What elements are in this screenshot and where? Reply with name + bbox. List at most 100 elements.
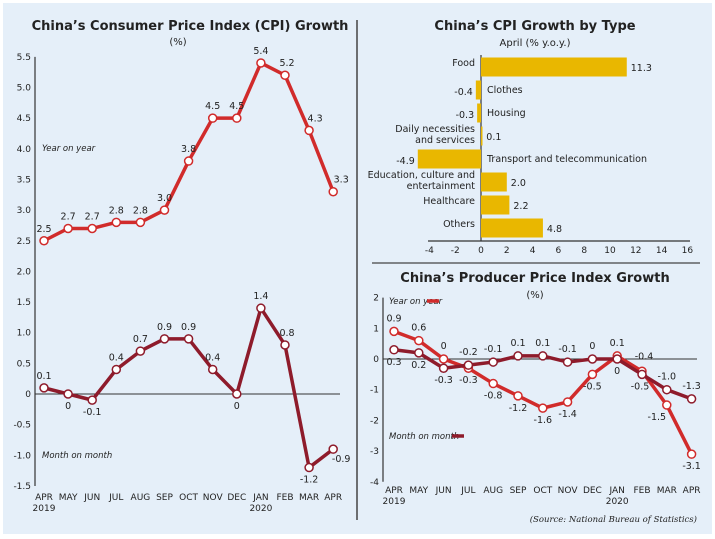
x-tick-label: JAN — [609, 486, 625, 496]
data-point — [207, 364, 218, 375]
data-point — [463, 360, 474, 370]
data-point — [183, 156, 194, 166]
category-label: Education, culture and entertainment — [368, 170, 476, 192]
data-label: 0.2 — [411, 360, 426, 371]
data-label: -1.3 — [682, 381, 701, 392]
bar — [481, 218, 543, 238]
x-tick-label: 10 — [604, 246, 616, 256]
data-label: 0.9 — [157, 322, 172, 333]
data-label: -0.1 — [558, 344, 577, 355]
x-tick-label: 8 — [581, 246, 587, 256]
y-tick-label: 5.5 — [17, 53, 31, 63]
data-point — [662, 400, 672, 410]
data-point — [488, 378, 498, 389]
x-tick-label: 16 — [682, 246, 694, 256]
year-label: 2019 — [33, 504, 56, 514]
data-point — [87, 223, 97, 234]
y-tick-label: 1.0 — [17, 329, 32, 339]
data-label: 2.5 — [36, 224, 51, 235]
data-point — [111, 364, 122, 375]
y-tick-label: 0.5 — [17, 359, 31, 369]
x-tick-label: 2 — [504, 246, 510, 256]
data-point — [207, 113, 218, 123]
data-label: 5.2 — [279, 58, 294, 69]
data-label: 2.8 — [109, 205, 124, 216]
bar-value-label: 0.1 — [486, 132, 501, 143]
data-point — [183, 334, 194, 344]
y-tick-label: -1.5 — [13, 482, 31, 492]
legend-label: Month on month — [42, 451, 112, 461]
data-label: 0.8 — [279, 328, 294, 339]
x-tick-label: FEB — [633, 486, 650, 496]
data-point — [328, 444, 338, 454]
category-label: Transport and telecommunication — [486, 154, 647, 165]
cpi-type-title: China’s CPI Growth by Type — [434, 19, 635, 34]
data-point — [256, 58, 266, 68]
ppi-subtitle: (%) — [526, 290, 543, 301]
data-label: 1.4 — [253, 291, 268, 302]
category-label: Housing — [487, 108, 526, 119]
data-label: 0.9 — [386, 313, 401, 324]
data-point — [662, 384, 672, 395]
data-point — [280, 340, 290, 350]
data-label: 5.4 — [253, 46, 268, 57]
cpi-subtitle: (%) — [169, 37, 186, 48]
x-tick-label: -4 — [425, 246, 434, 256]
x-tick-label: OCT — [533, 486, 552, 496]
bar-value-label: -4.9 — [396, 156, 415, 167]
data-label: -0.1 — [83, 407, 102, 418]
bar — [481, 172, 507, 192]
y-tick-label: 1 — [373, 324, 379, 334]
category-label: Healthcare — [423, 196, 475, 207]
bar-value-label: -0.3 — [456, 110, 475, 121]
data-label: -0.8 — [484, 391, 503, 402]
y-tick-label: -1.0 — [13, 451, 31, 461]
x-tick-label: MAR — [299, 493, 319, 503]
data-label: 0.9 — [181, 322, 196, 333]
data-label: -1.2 — [509, 403, 528, 414]
data-point — [256, 303, 266, 313]
data-point — [232, 389, 242, 399]
data-point — [63, 389, 73, 399]
data-point — [111, 217, 122, 228]
y-tick-label: 2.5 — [17, 237, 31, 247]
data-point — [562, 397, 573, 407]
data-point — [389, 345, 399, 355]
x-tick-label: MAY — [409, 486, 428, 496]
x-tick-label: APR — [683, 486, 701, 496]
data-label: 0.7 — [133, 334, 148, 345]
data-point — [87, 395, 97, 405]
y-tick-label: -4 — [370, 478, 379, 488]
data-label: -0.5 — [583, 381, 602, 392]
x-tick-label: DEC — [583, 486, 602, 496]
bar — [477, 103, 481, 123]
data-point — [135, 217, 146, 228]
bar-value-label: 2.2 — [513, 201, 528, 212]
x-tick-label: 6 — [556, 246, 562, 256]
data-label: -0.3 — [459, 375, 478, 386]
data-point — [135, 346, 146, 356]
x-tick-label: SEP — [156, 493, 173, 503]
y-tick-label: 4.0 — [17, 145, 32, 155]
year-label: 2020 — [606, 497, 629, 507]
x-tick-label: 14 — [656, 246, 668, 256]
data-point — [438, 354, 449, 364]
data-point — [389, 326, 399, 337]
data-label: 4.5 — [205, 101, 220, 112]
x-tick-label: APR — [385, 486, 403, 496]
x-tick-label: NOV — [203, 493, 224, 503]
data-point — [304, 125, 314, 136]
x-tick-label: AUG — [483, 486, 503, 496]
data-point — [39, 383, 49, 393]
y-tick-label: 4.5 — [17, 114, 31, 124]
data-point — [438, 363, 449, 373]
data-point — [39, 236, 49, 246]
data-point — [513, 391, 523, 401]
data-label: 2.8 — [133, 205, 148, 216]
data-point — [159, 205, 170, 215]
data-label: 3.0 — [157, 193, 172, 204]
cpi-title: China’s Consumer Price Index (CPI) Growt… — [32, 19, 349, 34]
x-tick-label: APR — [35, 493, 53, 503]
data-point — [686, 394, 697, 404]
data-label: 0 — [614, 366, 620, 377]
